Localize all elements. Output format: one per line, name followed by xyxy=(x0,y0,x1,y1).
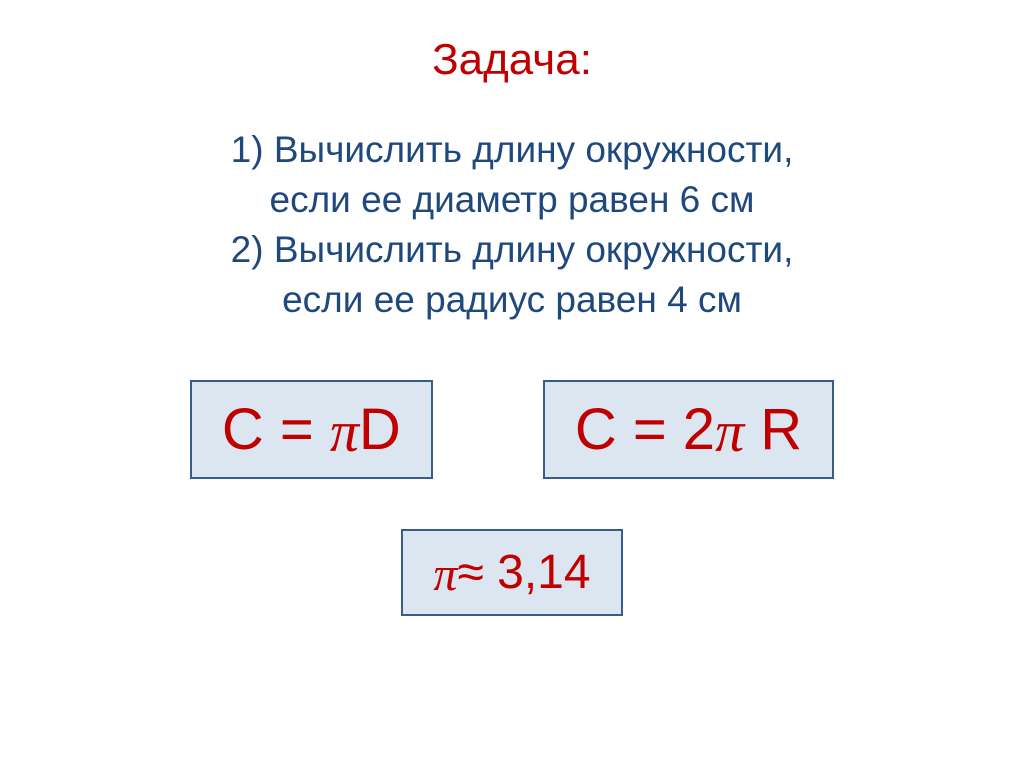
formula-box-radius: C = 2π R xyxy=(543,380,834,479)
slide-title: Задача: xyxy=(432,35,592,85)
formula-d-suffix: D xyxy=(359,397,401,462)
problem-2-num: 2) xyxy=(231,229,264,270)
formula-diameter: C = πD xyxy=(222,396,401,463)
pi-icon: π xyxy=(715,398,744,465)
problem-1-text-1: Вычислить длину окружности, xyxy=(274,129,794,170)
pi-icon: π xyxy=(330,398,359,465)
slide-container: Задача: 1) Вычислить длину окружности, е… xyxy=(0,0,1024,768)
problem-2-text-1: Вычислить длину окружности, xyxy=(274,229,794,270)
problem-2-line-2: если ее радиус равен 4 см xyxy=(231,275,794,325)
formula-pi-suffix: ≈ 3,14 xyxy=(457,546,590,599)
formulas-top-row: C = πD C = 2π R xyxy=(190,380,834,479)
problems-block: 1) Вычислить длину окружности, если ее д… xyxy=(231,125,794,325)
formula-box-pi: π≈ 3,14 xyxy=(401,529,622,616)
pi-icon: π xyxy=(433,547,457,602)
problem-1-num: 1) xyxy=(231,129,264,170)
problem-1-line-2: если ее диаметр равен 6 см xyxy=(231,175,794,225)
formula-r-prefix: C = 2 xyxy=(575,397,715,462)
problem-2-line-1: 2) Вычислить длину окружности, xyxy=(231,225,794,275)
formula-d-prefix: C = xyxy=(222,397,330,462)
formula-pi-approx: π≈ 3,14 xyxy=(433,545,590,600)
problem-1-line-1: 1) Вычислить длину окружности, xyxy=(231,125,794,175)
formula-box-diameter: C = πD xyxy=(190,380,433,479)
formula-radius: C = 2π R xyxy=(575,396,802,463)
formula-r-suffix: R xyxy=(744,397,802,462)
